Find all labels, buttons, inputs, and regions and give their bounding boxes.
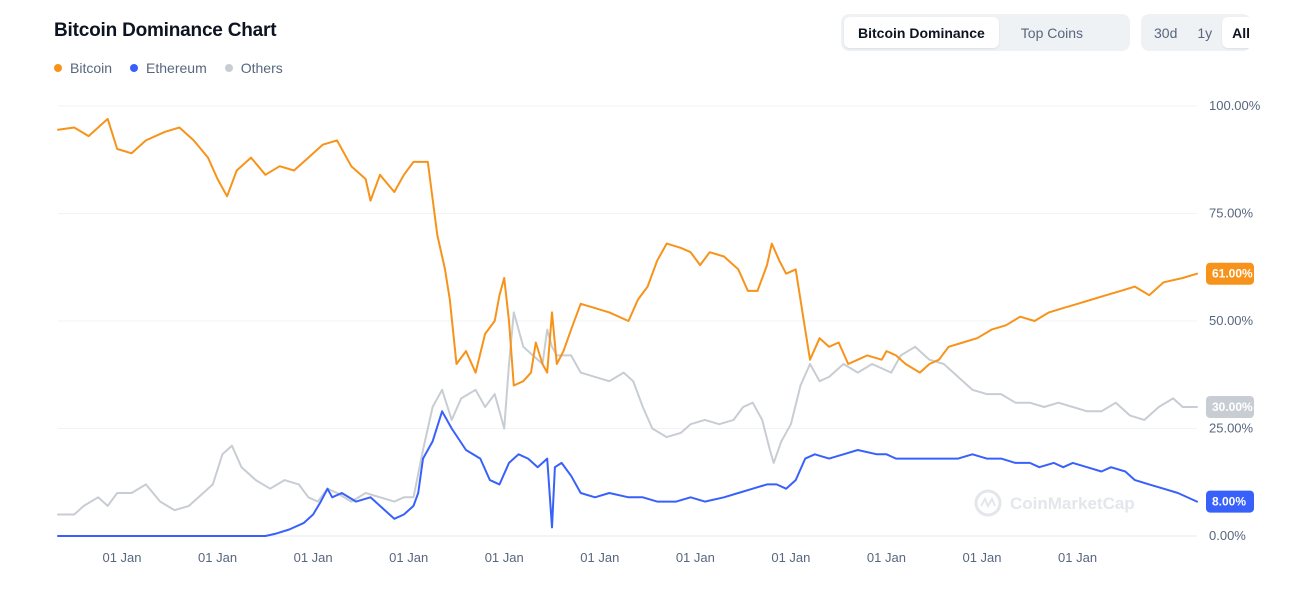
legend-dot-bitcoin bbox=[54, 64, 62, 72]
chart-legend: Bitcoin Ethereum Others bbox=[54, 60, 283, 76]
last-value-label-ethereum: 8.00% bbox=[1212, 495, 1246, 509]
range-all-button[interactable]: All bbox=[1222, 17, 1251, 48]
legend-label-ethereum: Ethereum bbox=[146, 60, 207, 76]
legend-item-bitcoin[interactable]: Bitcoin bbox=[54, 60, 112, 76]
series-lines bbox=[57, 117, 1198, 537]
x-tick-label: 01 Jan bbox=[962, 550, 1001, 565]
x-tick-label: 01 Jan bbox=[389, 550, 428, 565]
legend-item-ethereum[interactable]: Ethereum bbox=[130, 60, 207, 76]
legend-label-others: Others bbox=[240, 60, 283, 76]
x-tick-label: 01 Jan bbox=[485, 550, 524, 565]
x-tick-label: 01 Jan bbox=[198, 550, 237, 565]
legend-item-others[interactable]: Others bbox=[224, 60, 283, 76]
x-tick-label: 01 Jan bbox=[1058, 550, 1097, 565]
watermark-text: CoinMarketCap bbox=[1010, 494, 1135, 513]
y-tick-label: 100.00% bbox=[1209, 98, 1261, 113]
last-value-badge-ethereum bbox=[1206, 490, 1254, 513]
range-30d-button[interactable]: 30d bbox=[1144, 17, 1187, 48]
series-line-bitcoin bbox=[57, 117, 1198, 387]
last-value-label-bitcoin: 61.00% bbox=[1212, 267, 1253, 281]
series-line-others bbox=[57, 311, 1198, 516]
range-toggle: 30d 1y All bbox=[1141, 14, 1251, 51]
legend-dot-ethereum bbox=[130, 64, 139, 72]
y-tick-label: 25.00% bbox=[1209, 421, 1254, 436]
x-tick-label: 01 Jan bbox=[771, 550, 810, 565]
legend-dot-others bbox=[224, 64, 233, 72]
tab-bitcoin-dominance[interactable]: Bitcoin Dominance bbox=[844, 17, 999, 48]
legend-label-bitcoin: Bitcoin bbox=[70, 60, 113, 76]
last-value-badge-bitcoin bbox=[1206, 262, 1254, 285]
x-axis: 01 Jan 01 Jan 01 Jan 01 Jan 01 Jan 01 Jan 01 J… bbox=[102, 550, 1097, 565]
x-tick-label: 01 Jan bbox=[294, 550, 333, 565]
x-tick-label: 01 Jan bbox=[102, 550, 141, 565]
tab-top-coins[interactable]: Top Coins bbox=[1007, 17, 1097, 48]
last-value-badge-others bbox=[1206, 396, 1254, 418]
watermark-logo-icon bbox=[974, 489, 1002, 517]
y-tick-label: 50.00% bbox=[1209, 313, 1254, 328]
last-value-badges: 61.00% 8.00% 30.00% bbox=[1206, 262, 1254, 513]
watermark-logo-mark bbox=[980, 496, 996, 509]
view-toggle: Bitcoin Dominance Top Coins bbox=[841, 14, 1130, 51]
last-value-label-others: 30.00% bbox=[1212, 400, 1253, 414]
y-tick-label: 75.00% bbox=[1209, 206, 1254, 221]
watermark: CoinMarketCap bbox=[974, 489, 1135, 517]
y-axis: 100.00% 75.00% 50.00% 25.00% 0.00% bbox=[1209, 98, 1261, 543]
series-line-ethereum bbox=[57, 410, 1198, 537]
chart-title: Bitcoin Dominance Chart bbox=[54, 20, 277, 41]
x-tick-label: 01 Jan bbox=[580, 550, 619, 565]
x-tick-label: 01 Jan bbox=[867, 550, 906, 565]
range-1y-button[interactable]: 1y bbox=[1187, 17, 1222, 48]
y-tick-label: 0.00% bbox=[1209, 528, 1246, 543]
x-tick-label: 01 Jan bbox=[676, 550, 715, 565]
